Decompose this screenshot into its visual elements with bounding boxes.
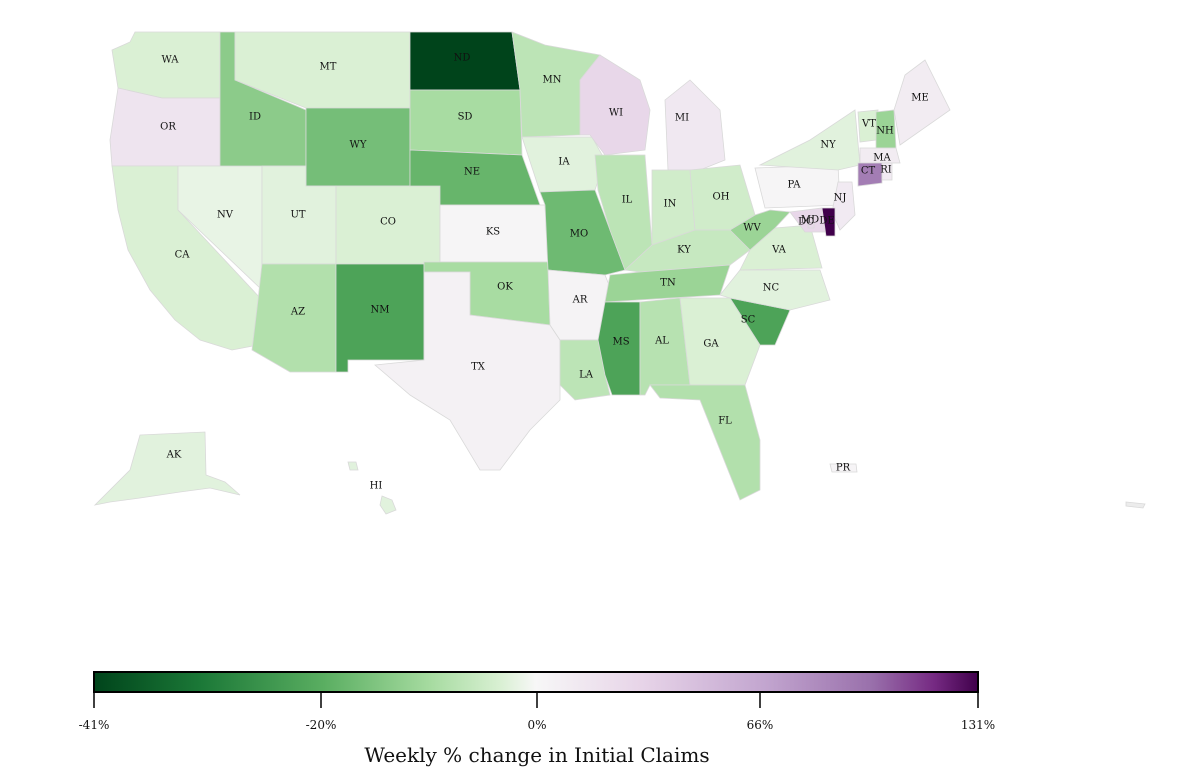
label-pa: PA xyxy=(787,180,801,191)
label-nc: NC xyxy=(763,283,780,294)
state-hi-big-island[interactable] xyxy=(379,495,397,515)
state-vi xyxy=(1125,501,1146,509)
state-va[interactable] xyxy=(739,224,823,271)
label-ma: MA xyxy=(873,153,891,164)
label-ut: UT xyxy=(290,210,305,221)
label-mi: MI xyxy=(675,113,689,124)
label-wi: WI xyxy=(609,108,623,119)
colorbar-ticks xyxy=(93,692,979,708)
state-mo[interactable] xyxy=(539,189,626,276)
tick-label-66: 66% xyxy=(747,718,774,732)
state-ma[interactable] xyxy=(859,147,901,164)
state-nj[interactable] xyxy=(831,181,856,231)
label-me: ME xyxy=(911,93,929,104)
label-az: AZ xyxy=(290,307,305,318)
state-ny[interactable] xyxy=(758,109,861,171)
state-wi[interactable] xyxy=(579,54,651,156)
label-nm: NM xyxy=(371,305,390,316)
state-ak[interactable] xyxy=(93,431,241,506)
state-nm[interactable] xyxy=(335,263,425,373)
label-sd: SD xyxy=(458,112,473,123)
state-shapes xyxy=(93,31,1146,515)
label-nj: NJ xyxy=(834,193,847,204)
label-wv: WV xyxy=(743,223,761,234)
state-fl[interactable] xyxy=(649,384,761,501)
colorbar-gradient xyxy=(93,671,979,693)
label-ia: IA xyxy=(558,157,570,168)
label-hi: HI xyxy=(370,481,383,492)
label-ca: CA xyxy=(175,250,191,261)
tick-label-neg20: -20% xyxy=(306,718,337,732)
tick-label-zero: 0% xyxy=(527,718,546,732)
label-mt: MT xyxy=(320,62,337,73)
label-nd: ND xyxy=(454,53,471,64)
label-la: LA xyxy=(579,370,594,381)
label-mn: MN xyxy=(543,75,562,86)
label-ky: KY xyxy=(677,245,691,256)
state-az[interactable] xyxy=(251,263,337,373)
label-ct: CT xyxy=(861,166,876,177)
label-wy: WY xyxy=(350,140,367,151)
state-labels: WA OR CA NV ID MT WY UT CO AZ NM ND SD N… xyxy=(160,53,929,492)
label-or: OR xyxy=(160,122,176,133)
label-tx: TX xyxy=(471,362,486,373)
label-wa: WA xyxy=(161,55,179,66)
label-nh: NH xyxy=(876,126,894,137)
label-co: CO xyxy=(380,217,396,228)
label-al: AL xyxy=(654,336,669,347)
state-de[interactable] xyxy=(821,207,836,237)
state-tx[interactable] xyxy=(374,271,561,471)
label-ks: KS xyxy=(486,227,500,238)
label-il: IL xyxy=(622,195,633,206)
label-ar: AR xyxy=(572,295,588,306)
label-tn: TN xyxy=(660,278,676,289)
state-ct[interactable] xyxy=(857,162,883,187)
label-ms: MS xyxy=(612,337,629,348)
label-ny: NY xyxy=(820,140,836,151)
state-sd[interactable] xyxy=(409,89,523,156)
label-sc: SC xyxy=(741,315,756,326)
label-ne: NE xyxy=(464,167,480,178)
label-mo: MO xyxy=(570,229,588,240)
label-vt: VT xyxy=(861,119,876,130)
colorbar: -41% -20% 0% 66% 131% Weekly % change in… xyxy=(79,671,995,767)
label-id: ID xyxy=(249,112,261,123)
label-ga: GA xyxy=(703,339,719,350)
label-oh: OH xyxy=(713,192,730,203)
label-dc: DC xyxy=(798,217,814,228)
state-ri[interactable] xyxy=(881,162,893,181)
colorbar-title: Weekly % change in Initial Claims xyxy=(364,743,709,767)
state-ga[interactable] xyxy=(679,297,761,386)
label-va: VA xyxy=(771,245,787,256)
label-de: DE xyxy=(819,216,834,227)
tick-label-min: -41% xyxy=(79,718,110,732)
label-in: IN xyxy=(664,199,677,210)
label-pr: PR xyxy=(836,463,851,474)
state-dc[interactable] xyxy=(807,221,815,229)
label-fl: FL xyxy=(718,416,732,427)
label-nv: NV xyxy=(217,210,234,221)
label-ok: OK xyxy=(497,282,513,293)
tick-label-max: 131% xyxy=(961,718,995,732)
label-ri: RI xyxy=(880,165,892,176)
state-pr[interactable] xyxy=(829,463,858,473)
state-tn[interactable] xyxy=(604,264,731,303)
label-md: MD xyxy=(801,215,819,226)
state-mi[interactable] xyxy=(664,79,726,171)
state-hi[interactable] xyxy=(347,461,359,471)
state-me[interactable] xyxy=(893,59,951,146)
label-ak: AK xyxy=(166,450,182,461)
